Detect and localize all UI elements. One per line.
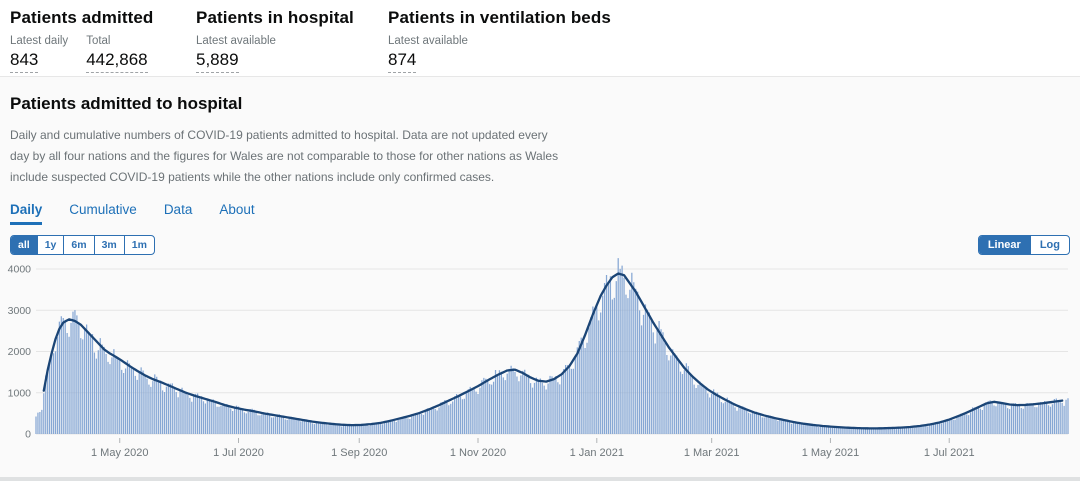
x-axis-label: 1 May 2021 [802, 447, 859, 459]
range-button-3m[interactable]: 3m [93, 236, 124, 254]
section-description: Daily and cumulative numbers of COVID-19… [10, 128, 559, 184]
section-title: Patients admitted to hospital [10, 94, 243, 113]
stat-value-ventilation[interactable]: 874 [388, 50, 417, 73]
stat-latest-available: Latest available 874 [388, 35, 593, 73]
section-bottom-divider [0, 477, 1080, 481]
scale-button-log[interactable]: Log [1029, 236, 1069, 254]
scale-button-linear[interactable]: Linear [978, 236, 1030, 254]
scale-toggle-group: Linear Log [977, 235, 1070, 255]
time-range-group: all 1y 6m 3m 1m [10, 235, 155, 255]
stat-latest-available: Latest available 5,889 [196, 35, 370, 73]
y-axis-label: 1000 [8, 387, 32, 399]
y-axis-label: 4000 [8, 264, 32, 276]
daily-admissions-bars[interactable] [35, 258, 1069, 434]
range-button-1m[interactable]: 1m [123, 236, 154, 254]
y-axis-label: 0 [25, 429, 31, 441]
stat-total: Total 442,868 [86, 28, 148, 73]
x-axis-label: 1 Jul 2020 [213, 447, 264, 459]
stat-label: Total [86, 35, 111, 47]
y-axis-label: 2000 [8, 346, 32, 358]
range-button-1y[interactable]: 1y [36, 236, 64, 254]
summary-strip: Patients admitted Latest daily 843 Total… [0, 0, 1080, 76]
range-button-6m[interactable]: 6m [63, 236, 93, 254]
stat-label: Latest available [196, 35, 276, 47]
x-axis-label: 1 Jan 2021 [570, 447, 624, 459]
x-axis-label: 1 Sep 2020 [331, 447, 387, 459]
range-button-all[interactable]: all [11, 236, 37, 254]
tab-cumulative[interactable]: Cumulative [69, 202, 137, 217]
tab-daily[interactable]: Daily [10, 202, 43, 225]
card-title: Patients in ventilation beds [388, 8, 611, 27]
stat-label: Latest available [388, 35, 468, 47]
y-axis-label: 3000 [8, 305, 32, 317]
x-axis-label: 1 Jul 2021 [924, 447, 975, 459]
admissions-section: Patients admitted to hospital Daily and … [0, 76, 1080, 481]
stat-value-total[interactable]: 442,868 [86, 50, 148, 73]
card-title: Patients in hospital [196, 8, 354, 27]
stat-value-in-hospital[interactable]: 5,889 [196, 50, 239, 73]
chart-controls: all 1y 6m 3m 1m Linear Log [10, 235, 1070, 255]
chart-tabs: Daily Cumulative Data About [10, 202, 1070, 225]
admissions-chart[interactable]: 0 1000 2000 3000 4000 1 May 2020 1 Jul 2020 1 S… [0, 257, 1080, 459]
card-title: Patients admitted [10, 8, 154, 27]
tab-data[interactable]: Data [163, 202, 193, 217]
stat-label: Latest daily [10, 35, 69, 47]
tab-about[interactable]: About [219, 202, 255, 217]
chart-area: 0 1000 2000 3000 4000 1 May 2020 1 Jul 2020 1 S… [0, 257, 1080, 459]
x-axis-label: 1 Nov 2020 [450, 447, 506, 459]
summary-card-ventilation-beds: Patients in ventilation beds Latest avai… [388, 8, 611, 73]
x-axis-label: 1 May 2020 [91, 447, 148, 459]
summary-card-patients-in-hospital: Patients in hospital Latest available 5,… [196, 8, 388, 73]
stat-latest-daily: Latest daily 843 [10, 28, 68, 73]
x-axis-label: 1 Mar 2021 [684, 447, 740, 459]
rolling-average-line[interactable] [42, 272, 1064, 430]
stat-value-latest-daily[interactable]: 843 [10, 50, 39, 73]
summary-card-patients-admitted: Patients admitted Latest daily 843 Total… [10, 8, 196, 73]
